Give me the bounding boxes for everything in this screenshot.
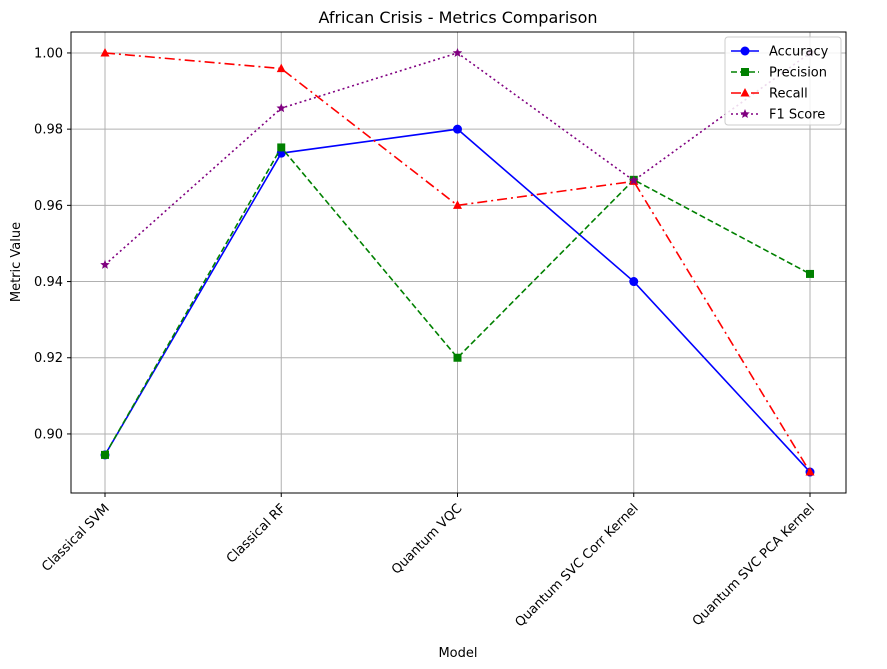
x-tick-label: Quantum SVC PCA Kernel bbox=[690, 501, 818, 629]
legend-box bbox=[724, 36, 842, 126]
y-tick-label: 0.98 bbox=[34, 123, 63, 138]
x-axis-label: Model bbox=[438, 646, 477, 661]
precision-point bbox=[277, 143, 286, 152]
y-tick-label: 0.96 bbox=[34, 199, 63, 214]
recall-point bbox=[276, 63, 286, 73]
y-axis-label: Metric Value bbox=[9, 222, 24, 302]
accuracy-point bbox=[629, 277, 639, 287]
y-tick-label: 0.94 bbox=[34, 275, 63, 290]
accuracy-point bbox=[453, 124, 462, 134]
x-tick-label: Quantum VQC bbox=[389, 501, 465, 577]
legend-accuracy-marker bbox=[740, 46, 750, 56]
legend: Accuracy Precision Recall F1 Score bbox=[724, 36, 842, 126]
legend-f1-score-label: F1 Score bbox=[769, 108, 825, 123]
y-axis: 0.90 0.92 0.94 0.96 0.98 1.00 bbox=[34, 46, 71, 442]
legend-f1-score-marker bbox=[740, 109, 750, 119]
plot-area-frame bbox=[70, 31, 847, 494]
chart-title: African Crisis - Metrics Comparison bbox=[318, 8, 597, 27]
legend-recall-label: Recall bbox=[769, 87, 808, 102]
legend-precision-label: Precision bbox=[769, 66, 827, 81]
y-tick-label: 0.90 bbox=[34, 427, 63, 442]
x-tick-label: Classical RF bbox=[224, 501, 289, 566]
x-tick-label: Classical SVM bbox=[39, 501, 113, 575]
precision-line bbox=[104, 146, 811, 456]
f1-score-point bbox=[100, 259, 110, 269]
f1-score-point bbox=[276, 103, 287, 113]
legend-precision-marker bbox=[741, 68, 749, 76]
recall-point bbox=[805, 467, 815, 476]
recall-point bbox=[453, 200, 462, 209]
x-axis: Classical SVM Classical RF Quantum VQC Quan… bbox=[39, 493, 818, 630]
y-tick-label: 0.92 bbox=[34, 351, 63, 366]
f1-score-point bbox=[452, 47, 463, 57]
precision-point bbox=[806, 269, 814, 278]
legend-recall-marker bbox=[740, 88, 750, 97]
recall-point bbox=[100, 47, 110, 57]
series-layer bbox=[100, 47, 815, 477]
legend-accuracy-label: Accuracy bbox=[769, 45, 829, 60]
precision-point bbox=[101, 450, 109, 459]
y-tick-label: 1.00 bbox=[34, 46, 63, 61]
precision-point bbox=[453, 353, 462, 362]
f1-score-point bbox=[628, 175, 639, 185]
x-tick-label: Quantum SVC Corr Kernel bbox=[512, 501, 641, 630]
